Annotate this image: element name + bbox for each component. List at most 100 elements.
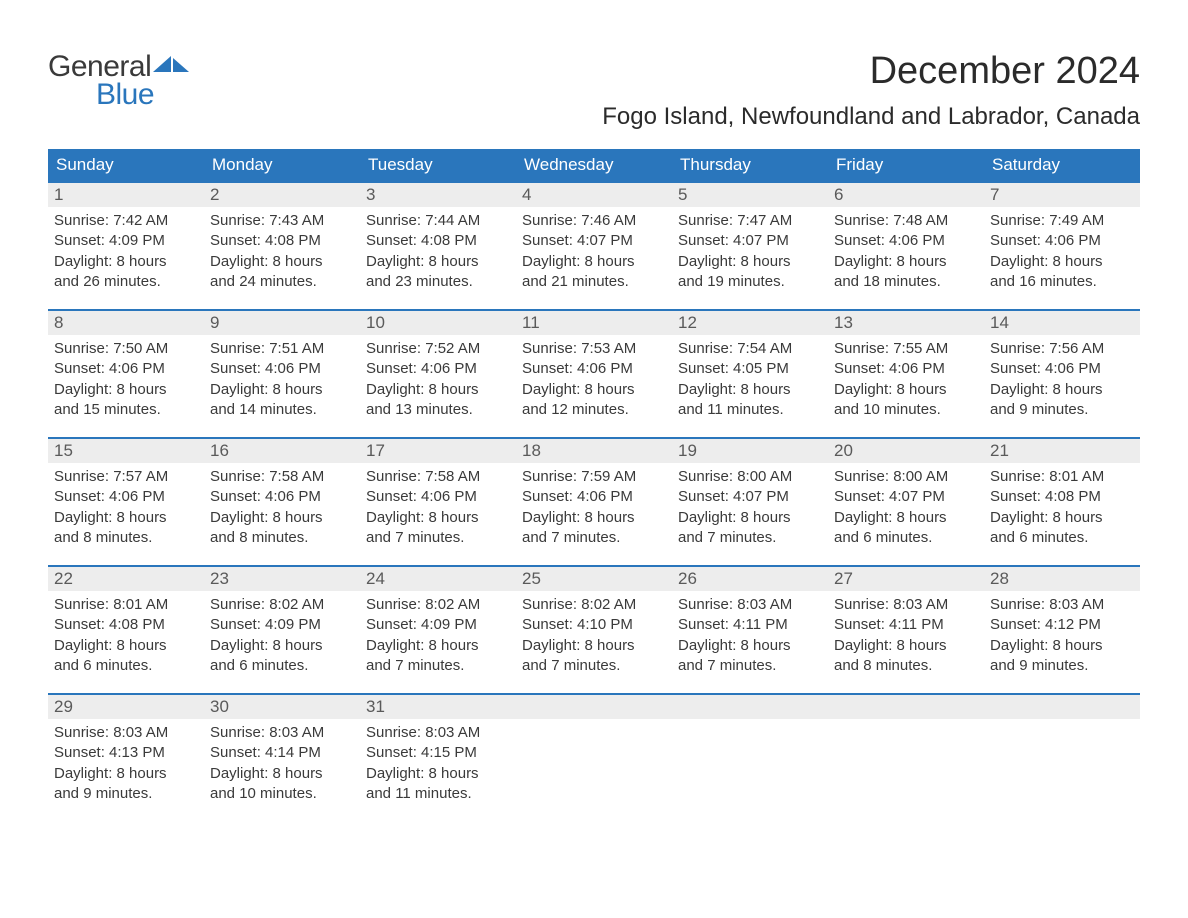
calendar-day-cell: 5Sunrise: 7:47 AMSunset: 4:07 PMDaylight… (672, 182, 828, 310)
calendar-day-cell: 9Sunrise: 7:51 AMSunset: 4:06 PMDaylight… (204, 310, 360, 438)
daylight-line-2: and 13 minutes. (366, 400, 510, 420)
calendar-day-cell: 23Sunrise: 8:02 AMSunset: 4:09 PMDayligh… (204, 566, 360, 694)
sunset-line: Sunset: 4:06 PM (990, 231, 1134, 251)
daylight-line-2: and 6 minutes. (990, 528, 1134, 548)
daylight-line-1: Daylight: 8 hours (210, 380, 354, 400)
day-number: 21 (984, 439, 1140, 463)
calendar-day-cell: . (516, 694, 672, 822)
sunset-line: Sunset: 4:08 PM (210, 231, 354, 251)
sunset-line: Sunset: 4:05 PM (678, 359, 822, 379)
day-header: Monday (204, 149, 360, 182)
sunrise-line: Sunrise: 7:42 AM (54, 211, 198, 231)
daylight-line-1: Daylight: 8 hours (210, 636, 354, 656)
sunset-line: Sunset: 4:09 PM (54, 231, 198, 251)
daylight-line-1: Daylight: 8 hours (366, 508, 510, 528)
day-number: 28 (984, 567, 1140, 591)
sunrise-line: Sunrise: 7:57 AM (54, 467, 198, 487)
daylight-line-2: and 9 minutes. (990, 656, 1134, 676)
calendar-day-cell: 8Sunrise: 7:50 AMSunset: 4:06 PMDaylight… (48, 310, 204, 438)
sunrise-line: Sunrise: 7:55 AM (834, 339, 978, 359)
day-header: Saturday (984, 149, 1140, 182)
daylight-line-1: Daylight: 8 hours (834, 508, 978, 528)
daylight-line-1: Daylight: 8 hours (990, 380, 1134, 400)
day-content: Sunrise: 7:56 AMSunset: 4:06 PMDaylight:… (984, 335, 1140, 420)
calendar-day-cell: 26Sunrise: 8:03 AMSunset: 4:11 PMDayligh… (672, 566, 828, 694)
daylight-line-2: and 24 minutes. (210, 272, 354, 292)
daylight-line-2: and 11 minutes. (366, 784, 510, 804)
daylight-line-2: and 15 minutes. (54, 400, 198, 420)
day-content: Sunrise: 7:48 AMSunset: 4:06 PMDaylight:… (828, 207, 984, 292)
sunrise-line: Sunrise: 7:59 AM (522, 467, 666, 487)
calendar-week-row: 8Sunrise: 7:50 AMSunset: 4:06 PMDaylight… (48, 310, 1140, 438)
location-subtitle: Fogo Island, Newfoundland and Labrador, … (602, 103, 1140, 131)
day-content: Sunrise: 8:02 AMSunset: 4:09 PMDaylight:… (204, 591, 360, 676)
calendar-day-cell: 29Sunrise: 8:03 AMSunset: 4:13 PMDayligh… (48, 694, 204, 822)
daylight-line-1: Daylight: 8 hours (678, 508, 822, 528)
day-content: Sunrise: 7:53 AMSunset: 4:06 PMDaylight:… (516, 335, 672, 420)
sunset-line: Sunset: 4:06 PM (990, 359, 1134, 379)
sunrise-line: Sunrise: 8:03 AM (54, 723, 198, 743)
day-header: Friday (828, 149, 984, 182)
sunset-line: Sunset: 4:09 PM (210, 615, 354, 635)
calendar-day-cell: 18Sunrise: 7:59 AMSunset: 4:06 PMDayligh… (516, 438, 672, 566)
daylight-line-2: and 26 minutes. (54, 272, 198, 292)
day-content: Sunrise: 8:00 AMSunset: 4:07 PMDaylight:… (672, 463, 828, 548)
daylight-line-2: and 16 minutes. (990, 272, 1134, 292)
day-content: Sunrise: 8:03 AMSunset: 4:15 PMDaylight:… (360, 719, 516, 804)
day-content: Sunrise: 7:46 AMSunset: 4:07 PMDaylight:… (516, 207, 672, 292)
daylight-line-1: Daylight: 8 hours (678, 636, 822, 656)
calendar-day-cell: . (828, 694, 984, 822)
daylight-line-2: and 7 minutes. (522, 656, 666, 676)
day-number: 8 (48, 311, 204, 335)
sunrise-line: Sunrise: 8:01 AM (990, 467, 1134, 487)
sunrise-line: Sunrise: 8:02 AM (210, 595, 354, 615)
sunrise-line: Sunrise: 7:47 AM (678, 211, 822, 231)
sunset-line: Sunset: 4:07 PM (678, 231, 822, 251)
daylight-line-1: Daylight: 8 hours (834, 252, 978, 272)
day-number: 22 (48, 567, 204, 591)
calendar-day-cell: . (672, 694, 828, 822)
day-number: 15 (48, 439, 204, 463)
sunrise-line: Sunrise: 7:44 AM (366, 211, 510, 231)
calendar-day-cell: 14Sunrise: 7:56 AMSunset: 4:06 PMDayligh… (984, 310, 1140, 438)
sunset-line: Sunset: 4:06 PM (54, 487, 198, 507)
page-title: December 2024 (602, 50, 1140, 93)
calendar-day-cell: 27Sunrise: 8:03 AMSunset: 4:11 PMDayligh… (828, 566, 984, 694)
calendar-day-cell: 19Sunrise: 8:00 AMSunset: 4:07 PMDayligh… (672, 438, 828, 566)
sunrise-line: Sunrise: 8:00 AM (834, 467, 978, 487)
day-header: Sunday (48, 149, 204, 182)
sunset-line: Sunset: 4:08 PM (54, 615, 198, 635)
calendar-day-cell: 1Sunrise: 7:42 AMSunset: 4:09 PMDaylight… (48, 182, 204, 310)
sunset-line: Sunset: 4:06 PM (522, 487, 666, 507)
day-number: 24 (360, 567, 516, 591)
daylight-line-2: and 7 minutes. (678, 528, 822, 548)
daylight-line-1: Daylight: 8 hours (54, 380, 198, 400)
calendar-week-row: 29Sunrise: 8:03 AMSunset: 4:13 PMDayligh… (48, 694, 1140, 822)
calendar-day-cell: 30Sunrise: 8:03 AMSunset: 4:14 PMDayligh… (204, 694, 360, 822)
daylight-line-2: and 6 minutes. (54, 656, 198, 676)
daylight-line-1: Daylight: 8 hours (522, 252, 666, 272)
sunrise-line: Sunrise: 7:56 AM (990, 339, 1134, 359)
day-number: 31 (360, 695, 516, 719)
daylight-line-2: and 21 minutes. (522, 272, 666, 292)
day-number: 30 (204, 695, 360, 719)
daylight-line-1: Daylight: 8 hours (522, 508, 666, 528)
calendar-week-row: 22Sunrise: 8:01 AMSunset: 4:08 PMDayligh… (48, 566, 1140, 694)
sunset-line: Sunset: 4:11 PM (678, 615, 822, 635)
sunset-line: Sunset: 4:06 PM (834, 359, 978, 379)
daylight-line-1: Daylight: 8 hours (54, 764, 198, 784)
daylight-line-2: and 18 minutes. (834, 272, 978, 292)
sunset-line: Sunset: 4:07 PM (834, 487, 978, 507)
day-number: 6 (828, 183, 984, 207)
day-content: Sunrise: 7:58 AMSunset: 4:06 PMDaylight:… (204, 463, 360, 548)
day-number: 25 (516, 567, 672, 591)
day-content: Sunrise: 7:51 AMSunset: 4:06 PMDaylight:… (204, 335, 360, 420)
day-content: Sunrise: 8:03 AMSunset: 4:12 PMDaylight:… (984, 591, 1140, 676)
calendar-day-cell: 17Sunrise: 7:58 AMSunset: 4:06 PMDayligh… (360, 438, 516, 566)
day-number: 10 (360, 311, 516, 335)
daylight-line-1: Daylight: 8 hours (54, 508, 198, 528)
logo: General Blue (48, 50, 191, 112)
daylight-line-2: and 12 minutes. (522, 400, 666, 420)
daylight-line-2: and 14 minutes. (210, 400, 354, 420)
calendar-day-cell: 7Sunrise: 7:49 AMSunset: 4:06 PMDaylight… (984, 182, 1140, 310)
